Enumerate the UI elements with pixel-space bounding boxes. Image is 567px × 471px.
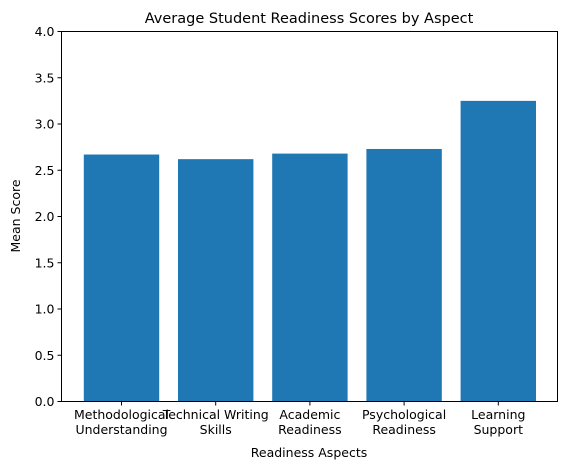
bars-group <box>83 100 536 402</box>
x-tick-label-4: Learning Support <box>471 407 525 437</box>
y-tick-label-8: 4.0 <box>35 24 55 39</box>
y-axis-label: Mean Score <box>8 179 23 252</box>
x-tick-label-0: Methodological Understanding <box>74 407 169 437</box>
bar-2 <box>272 153 348 402</box>
bar-1 <box>178 159 254 402</box>
y-axis-ticks: 0.0 0.5 1.0 1.5 2.0 2.5 3.0 3.5 4.0 <box>35 24 62 409</box>
x-tick-label-1: Technical Writing Skills <box>162 407 269 437</box>
x-tick-label-2: Academic Readiness <box>278 407 342 437</box>
y-tick-label-3: 1.5 <box>35 255 55 270</box>
y-tick-label-5: 2.5 <box>35 163 55 178</box>
bar-0 <box>83 154 160 402</box>
x-tick-label-3: Psychological Readiness <box>362 407 446 437</box>
x-axis-label: Readiness Aspects <box>251 445 367 460</box>
y-tick-label-6: 3.0 <box>35 117 55 132</box>
plot-frame <box>61 31 558 402</box>
bar-4 <box>460 100 536 402</box>
y-tick-label-1: 0.5 <box>35 348 55 363</box>
y-tick-label-7: 3.5 <box>35 70 55 85</box>
chart-title: Average Student Readiness Scores by Aspe… <box>145 11 474 27</box>
y-tick-label-0: 0.0 <box>35 394 55 409</box>
y-tick-label-2: 1.0 <box>35 302 55 317</box>
bar-3 <box>366 148 442 402</box>
y-tick-label-4: 2.0 <box>35 209 55 224</box>
